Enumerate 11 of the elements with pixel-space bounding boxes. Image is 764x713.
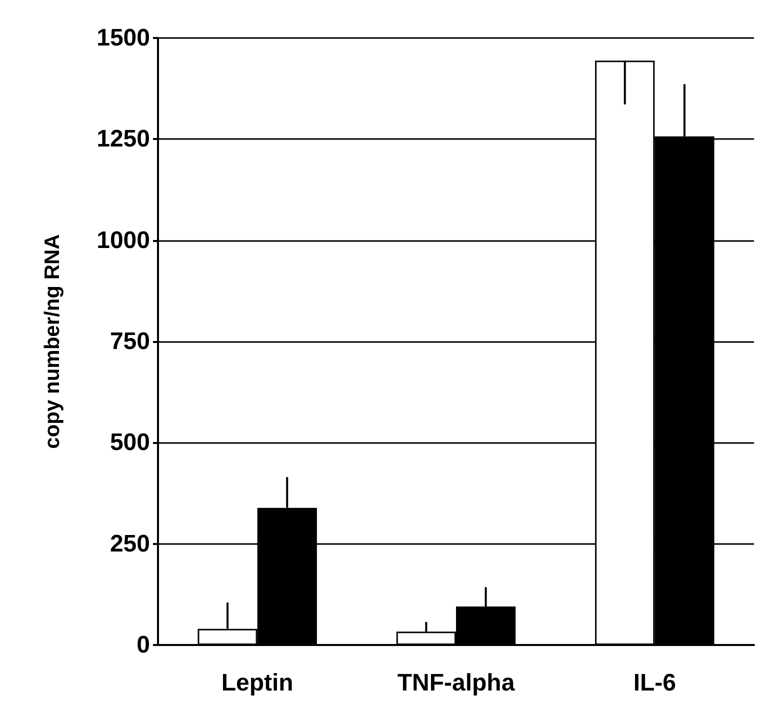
y-tick-label: 1000	[96, 226, 150, 254]
x-tick-label: Leptin	[221, 670, 294, 696]
y-tick-label: 250	[110, 530, 150, 558]
y-tick-label: 0	[136, 632, 150, 658]
y-tick-label: 500	[110, 429, 150, 456]
y-tick-label: 1500	[96, 24, 150, 52]
y-tick-label: 750	[110, 328, 150, 355]
y-tick-label: 1250	[96, 126, 150, 153]
y-axis-title: copy number/ng RNA	[41, 234, 64, 449]
x-tick-label: IL-6	[633, 670, 676, 696]
x-tick-label: TNF-alpha	[397, 670, 516, 696]
